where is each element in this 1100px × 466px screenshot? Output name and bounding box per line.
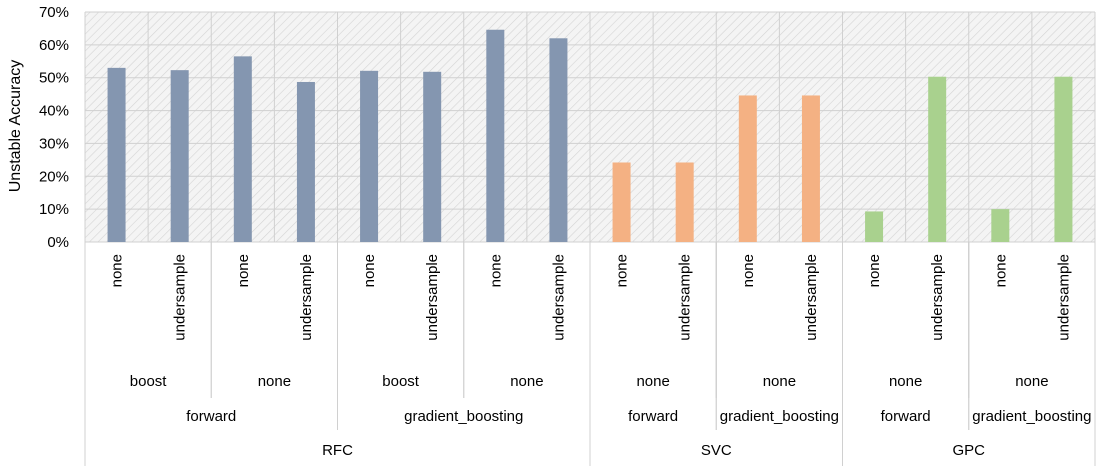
bar	[296, 81, 315, 242]
x-label-feature-selection: gradient_boosting	[404, 408, 523, 425]
bar	[675, 162, 694, 242]
x-label-sampling: undersample	[1055, 254, 1072, 341]
y-tick-label: 60%	[39, 37, 69, 54]
x-label-sampling: undersample	[803, 254, 820, 341]
x-label-ensemble: none	[763, 373, 796, 390]
y-tick-label: 20%	[39, 168, 69, 185]
x-label-model: GPC	[952, 442, 985, 459]
y-tick-label: 30%	[39, 135, 69, 152]
bar	[801, 95, 820, 242]
x-label-sampling: none	[992, 254, 1009, 287]
y-tick-label: 0%	[47, 234, 69, 251]
bar	[107, 67, 126, 242]
x-label-ensemble: none	[636, 373, 669, 390]
x-label-ensemble: boost	[130, 373, 168, 390]
x-label-ensemble: boost	[382, 373, 420, 390]
x-label-ensemble: none	[510, 373, 543, 390]
y-tick-label: 50%	[39, 70, 69, 87]
x-label-feature-selection: forward	[186, 408, 236, 425]
bar	[170, 70, 189, 243]
x-label-sampling: undersample	[298, 254, 315, 341]
x-label-ensemble: none	[889, 373, 922, 390]
bar	[991, 209, 1010, 242]
y-tick-labels: 0% 10% 20% 30% 40% 50% 60% 70%	[39, 4, 69, 251]
x-label-sampling: none	[614, 254, 631, 287]
y-axis-label: Unstable Accuracy	[7, 60, 24, 193]
x-label-model: RFC	[322, 442, 353, 459]
x-label-model: SVC	[701, 442, 732, 459]
bar	[486, 29, 505, 242]
x-label-feature-selection: gradient_boosting	[720, 408, 839, 425]
x-label-feature-selection: forward	[628, 408, 678, 425]
x-label-sampling: none	[740, 254, 757, 287]
x-label-feature-selection: forward	[881, 408, 931, 425]
bar	[423, 71, 442, 242]
x-label-sampling: undersample	[172, 254, 189, 341]
bar	[865, 211, 884, 242]
x-category-labels: none undersample none undersample none unders…	[84, 242, 1096, 466]
x-label-sampling: none	[866, 254, 883, 287]
x-label-feature-selection: gradient_boosting	[972, 408, 1091, 425]
y-tick-label: 10%	[39, 201, 69, 218]
bars	[107, 29, 1073, 243]
bar	[928, 76, 947, 242]
y-tick-label: 40%	[39, 103, 69, 120]
y-tick-label: 70%	[39, 4, 69, 21]
x-label-ensemble: none	[258, 373, 291, 390]
bar	[360, 70, 379, 242]
x-label-sampling: none	[361, 254, 378, 287]
bar	[738, 95, 757, 242]
x-label-sampling: undersample	[929, 254, 946, 341]
x-label-sampling: none	[235, 254, 252, 287]
x-label-ensemble: none	[1015, 373, 1048, 390]
grid-lines	[84, 11, 1096, 243]
x-label-sampling: none	[109, 254, 126, 287]
bar	[612, 162, 631, 242]
x-label-sampling: undersample	[424, 254, 441, 341]
bar	[233, 56, 252, 242]
bar	[549, 38, 568, 243]
x-label-sampling: none	[487, 254, 504, 287]
x-label-sampling: undersample	[550, 254, 567, 341]
x-label-sampling: undersample	[677, 254, 694, 341]
bar	[1054, 76, 1073, 242]
